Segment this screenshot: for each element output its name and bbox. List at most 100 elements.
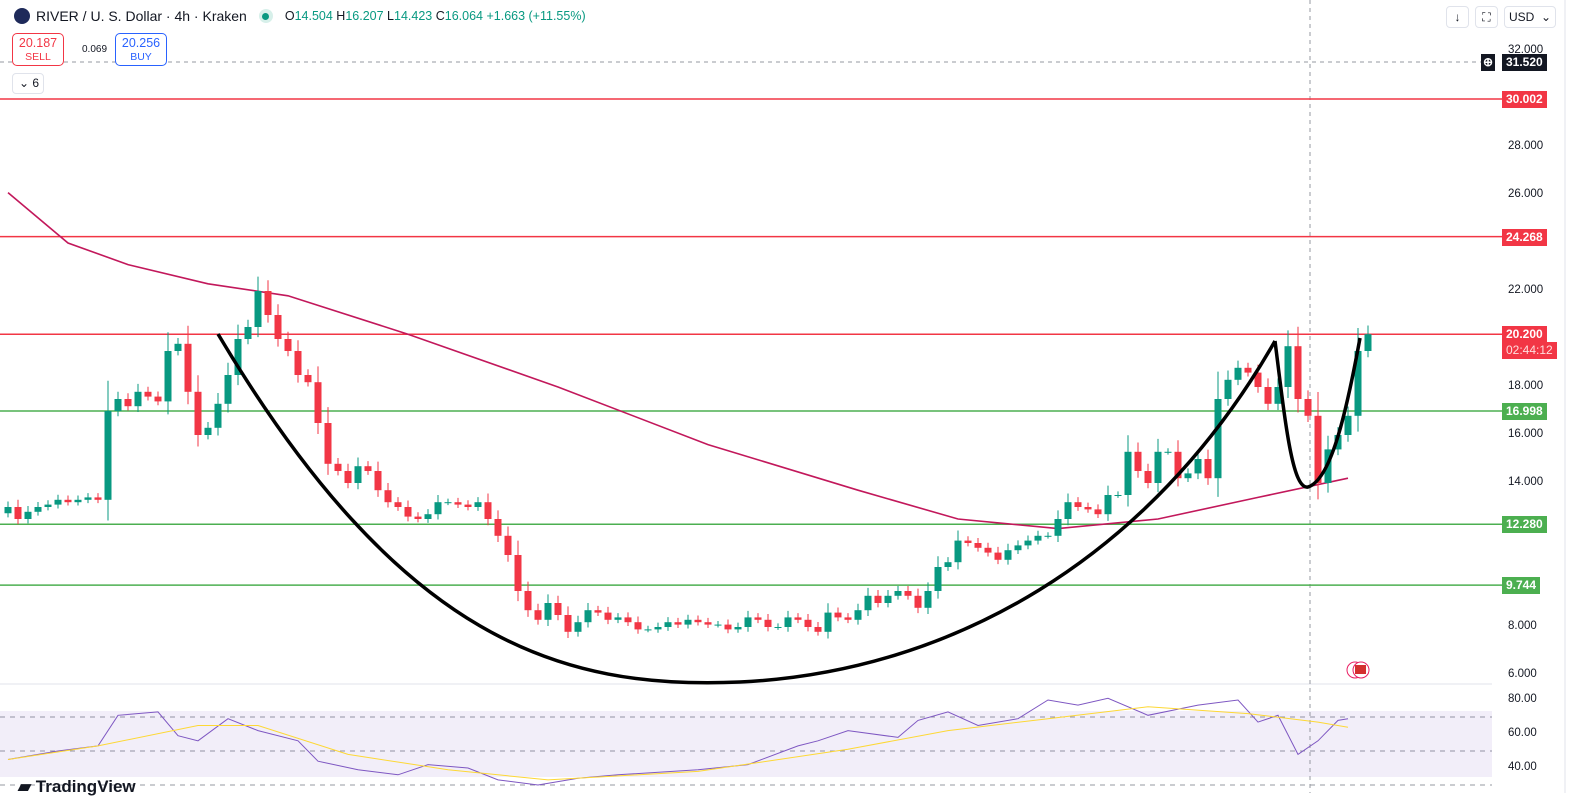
candle-body [1264,387,1272,404]
fullscreen-icon: ⛶ [1482,10,1491,24]
candle-body [104,411,112,500]
symbol-logo-icon [14,8,30,24]
candle-body [84,497,92,500]
candle-body [54,499,62,505]
candle-body [594,610,602,613]
candle-body [644,629,652,631]
candle-body [1124,451,1132,495]
candle-body [1144,471,1152,483]
candle-body [354,466,362,483]
rsi-band [0,711,1492,777]
arrow-down-icon: ↓ [1454,10,1461,24]
rsi-tick: 80.00 [1508,693,1537,705]
market-open-icon [258,9,273,23]
support-level-label: 16.998 [1502,403,1547,421]
candle-body [874,595,882,603]
candle-body [184,343,192,392]
candle-body [244,327,252,339]
buy-button[interactable]: 20.256 BUY [115,33,167,66]
candle-body [314,382,322,423]
ohlc-values: O14.504 H16.207 L14.423 C16.064 +1.663 (… [284,9,586,23]
symbol-header: RIVER / U. S. Dollar · 4h · Kraken O14.5… [14,8,586,24]
add-alert-icon[interactable]: ⊕ [1481,54,1496,71]
candle-body [574,622,582,632]
candle-body [284,339,292,351]
rsi-tick: 60.00 [1508,727,1537,739]
candle-body [1214,399,1222,479]
candle-body [274,315,282,339]
candle-body [1344,415,1352,435]
candle-body [934,567,942,591]
candle-body [954,540,962,563]
price-tick: 26.000 [1508,188,1544,200]
fullscreen-button[interactable]: ⛶ [1475,6,1498,28]
candle-body [74,499,82,503]
candle-body [1284,346,1292,387]
candle-body [1304,399,1312,416]
candle-body [664,622,672,627]
candle-body [44,504,52,507]
price-tick: 8.000 [1508,620,1537,632]
candle-body [754,617,762,620]
candle-body [794,617,802,620]
candle-body [634,622,642,630]
candle-body [1074,502,1082,507]
handle-pattern-drawing[interactable] [1273,337,1362,489]
candle-body [454,502,462,505]
candle-body [684,619,692,625]
candle-body [64,499,72,503]
candle-body [924,591,932,608]
rsi-line [7,697,1349,786]
candle-body [1024,540,1032,546]
candle-body [484,502,492,519]
candle-body [264,291,272,315]
candle-body [624,617,632,623]
candle-body [1234,367,1242,380]
candle-body [1174,451,1182,479]
candle-body [1054,519,1062,536]
tradingview-logo[interactable]: ▰ TradingView [18,777,136,796]
candle-body [1064,502,1072,519]
candle-body [534,610,542,620]
candle-body [214,403,222,428]
candle-body [1294,346,1302,399]
sell-button[interactable]: 20.187 SELL [12,33,64,66]
candle-body [1044,535,1052,537]
candle-body [1244,367,1252,373]
rsi-ma-line [7,706,1349,781]
candle-body [344,471,352,483]
resistance-level-label: 24.268 [1502,228,1547,246]
candle-body [1354,351,1362,416]
symbol-title[interactable]: RIVER / U. S. Dollar · 4h · Kraken [36,8,247,24]
candle-body [704,622,712,625]
candle-body [174,343,182,351]
candle-body [1084,507,1092,510]
candle-body [964,540,972,543]
candle-body [14,507,22,519]
indicators-toggle[interactable]: ⌄ 6 [12,73,44,94]
candle-body [434,502,442,515]
candle-body [474,502,482,507]
candle-body [904,591,912,596]
candle-body [974,543,982,548]
price-tick: 22.000 [1508,284,1544,296]
candle-body [1164,451,1172,453]
bar-countdown: 02:44:12 [1502,342,1557,359]
candle-body [1034,535,1042,541]
candle-body [114,399,122,411]
candle-body [1254,372,1262,387]
candle-body [674,622,682,625]
candle-body [294,351,302,375]
flag-icon[interactable] [1346,661,1370,679]
currency-select[interactable]: USD ⌄ [1504,6,1556,28]
candle-body [4,507,12,514]
candle-body [604,612,612,620]
candle-body [894,591,902,596]
candle-body [194,391,202,435]
scroll-to-latest-button[interactable]: ↓ [1446,6,1469,28]
candle-body [124,399,132,407]
candle-body [1194,459,1202,474]
candle-body [224,375,232,404]
cup-pattern-drawing[interactable] [216,333,1277,685]
